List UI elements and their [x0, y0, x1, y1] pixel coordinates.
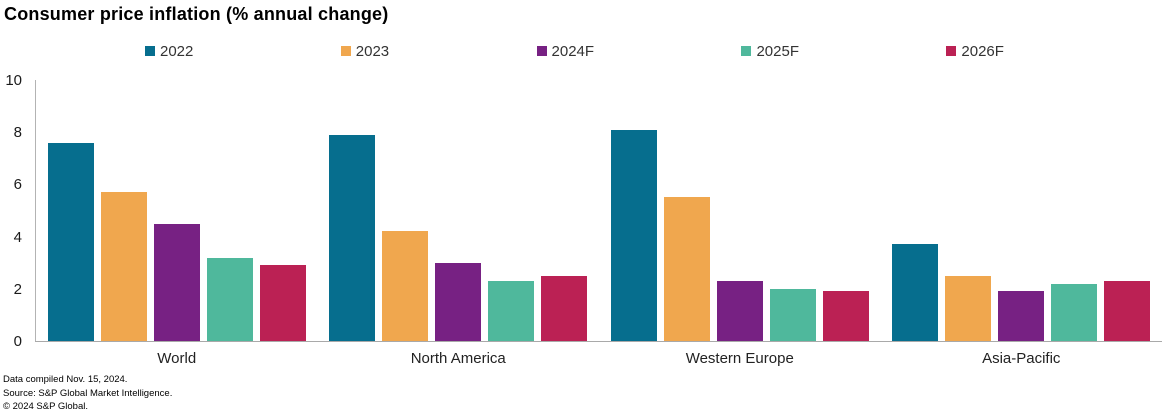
bar-2024f-world: [153, 223, 200, 341]
bar-2025f-western-europe: [769, 288, 816, 341]
footnote-copyright: © 2024 S&P Global.: [3, 401, 88, 412]
y-tick-label-8: 8: [13, 124, 22, 142]
plot-area: [36, 80, 1162, 341]
bar-group-world: [36, 80, 318, 341]
legend-item-2024f: 2024F: [536, 42, 595, 60]
bar-2023-world: [100, 192, 147, 341]
bar-2023-asia-pacific: [945, 275, 992, 341]
y-tick-label-0: 0: [13, 333, 22, 350]
bar-2026f-world: [259, 265, 306, 341]
bar-2026f-north-america: [541, 275, 588, 341]
y-axis-line: [35, 80, 36, 341]
legend-item-2025f: 2025F: [741, 43, 799, 60]
x-axis-baseline: [35, 341, 1162, 342]
category-label-asia-pacific: Asia-Pacific: [982, 350, 1061, 367]
bar-2025f-north-america: [488, 281, 535, 341]
bar-group-north-america: [318, 80, 600, 341]
footer-notes: Data compiled Nov. 15, 2024. Source: S&P…: [3, 373, 172, 414]
category-label-north-america: North America: [410, 350, 506, 367]
bar-2025f-world: [206, 257, 253, 341]
bar-chart: 0 2 4 6 8 10: [0, 73, 1162, 350]
y-tick-label-6: 6: [13, 176, 22, 194]
bar-2022-asia-pacific: [892, 244, 939, 341]
legend-swatch-2025f: [741, 46, 752, 56]
y-tick-label-10: 10: [5, 72, 22, 89]
legend-label: 2022: [160, 42, 194, 60]
legend-item-2022: 2022: [145, 43, 193, 60]
bar-2022-western-europe: [610, 129, 657, 341]
y-tick-label-4: 4: [13, 228, 22, 246]
bar-2025f-asia-pacific: [1051, 283, 1098, 341]
bar-2023-north-america: [382, 231, 429, 341]
legend-label: 2026F: [961, 42, 1004, 60]
legend-item-2026f: 2026F: [946, 43, 1004, 60]
chart-title: Consumer price inflation (% annual chang…: [4, 4, 389, 24]
bar-group-western-europe: [599, 80, 881, 341]
legend-swatch-2026f: [946, 46, 957, 56]
bar-2022-world: [47, 142, 94, 341]
bar-group-asia-pacific: [881, 80, 1162, 341]
category-label-western-europe: Western Europe: [685, 350, 794, 367]
footnote-source: Source: S&P Global Market Intelligence.: [3, 387, 173, 399]
category-label-world: World: [157, 350, 197, 367]
y-tick-label-2: 2: [13, 280, 22, 298]
legend-swatch-2022: [145, 46, 155, 56]
bar-2026f-western-europe: [822, 291, 869, 341]
bar-2024f-north-america: [435, 262, 482, 341]
legend-swatch-2024f: [536, 46, 547, 56]
bar-2024f-western-europe: [716, 281, 763, 341]
legend-label: 2023: [355, 42, 390, 60]
legend-label: 2025F: [756, 42, 800, 60]
legend-swatch-2023: [340, 46, 351, 56]
footnote-data-compiled: Data compiled Nov. 15, 2024.: [3, 374, 128, 385]
x-axis-category-labels: World North America Western Europe Asia-Pac…: [36, 350, 1162, 367]
bar-2022-north-america: [329, 134, 376, 341]
bar-2024f-asia-pacific: [998, 291, 1045, 341]
legend-item-2023: 2023: [340, 42, 390, 60]
legend-label: 2024F: [551, 42, 595, 60]
bar-2023-western-europe: [663, 197, 710, 341]
bar-2026f-asia-pacific: [1104, 281, 1151, 341]
legend: 2022 2023 2024F 2025F 2026F: [145, 42, 1004, 60]
